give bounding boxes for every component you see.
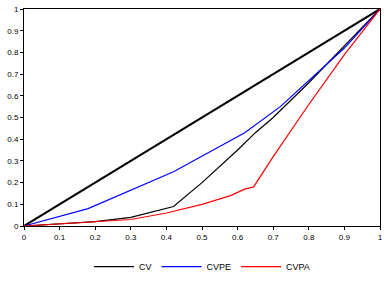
svg-text:0.3: 0.3: [7, 157, 19, 166]
svg-text:0.3: 0.3: [125, 233, 137, 242]
svg-text:0.6: 0.6: [232, 233, 244, 242]
svg-text:CVPA: CVPA: [286, 262, 310, 272]
svg-text:CV: CV: [139, 262, 152, 272]
svg-text:0.8: 0.8: [7, 48, 19, 57]
svg-text:0.4: 0.4: [161, 233, 173, 242]
svg-text:0.2: 0.2: [90, 233, 102, 242]
svg-text:0.2: 0.2: [7, 178, 19, 187]
svg-text:0.4: 0.4: [7, 135, 19, 144]
svg-text:0.1: 0.1: [54, 233, 66, 242]
svg-text:0.5: 0.5: [7, 113, 19, 122]
svg-text:0.5: 0.5: [196, 233, 208, 242]
svg-text:1: 1: [14, 5, 19, 14]
svg-text:0.7: 0.7: [268, 233, 280, 242]
svg-text:0.8: 0.8: [303, 233, 315, 242]
svg-text:0.1: 0.1: [7, 200, 19, 209]
svg-text:0.6: 0.6: [7, 92, 19, 101]
svg-text:0.7: 0.7: [7, 70, 19, 79]
svg-text:1: 1: [378, 233, 383, 242]
svg-text:0: 0: [14, 222, 19, 231]
svg-text:0.9: 0.9: [7, 27, 19, 36]
svg-text:0.9: 0.9: [339, 233, 351, 242]
svg-text:0: 0: [22, 233, 27, 242]
svg-text:CVPE: CVPE: [207, 262, 232, 272]
